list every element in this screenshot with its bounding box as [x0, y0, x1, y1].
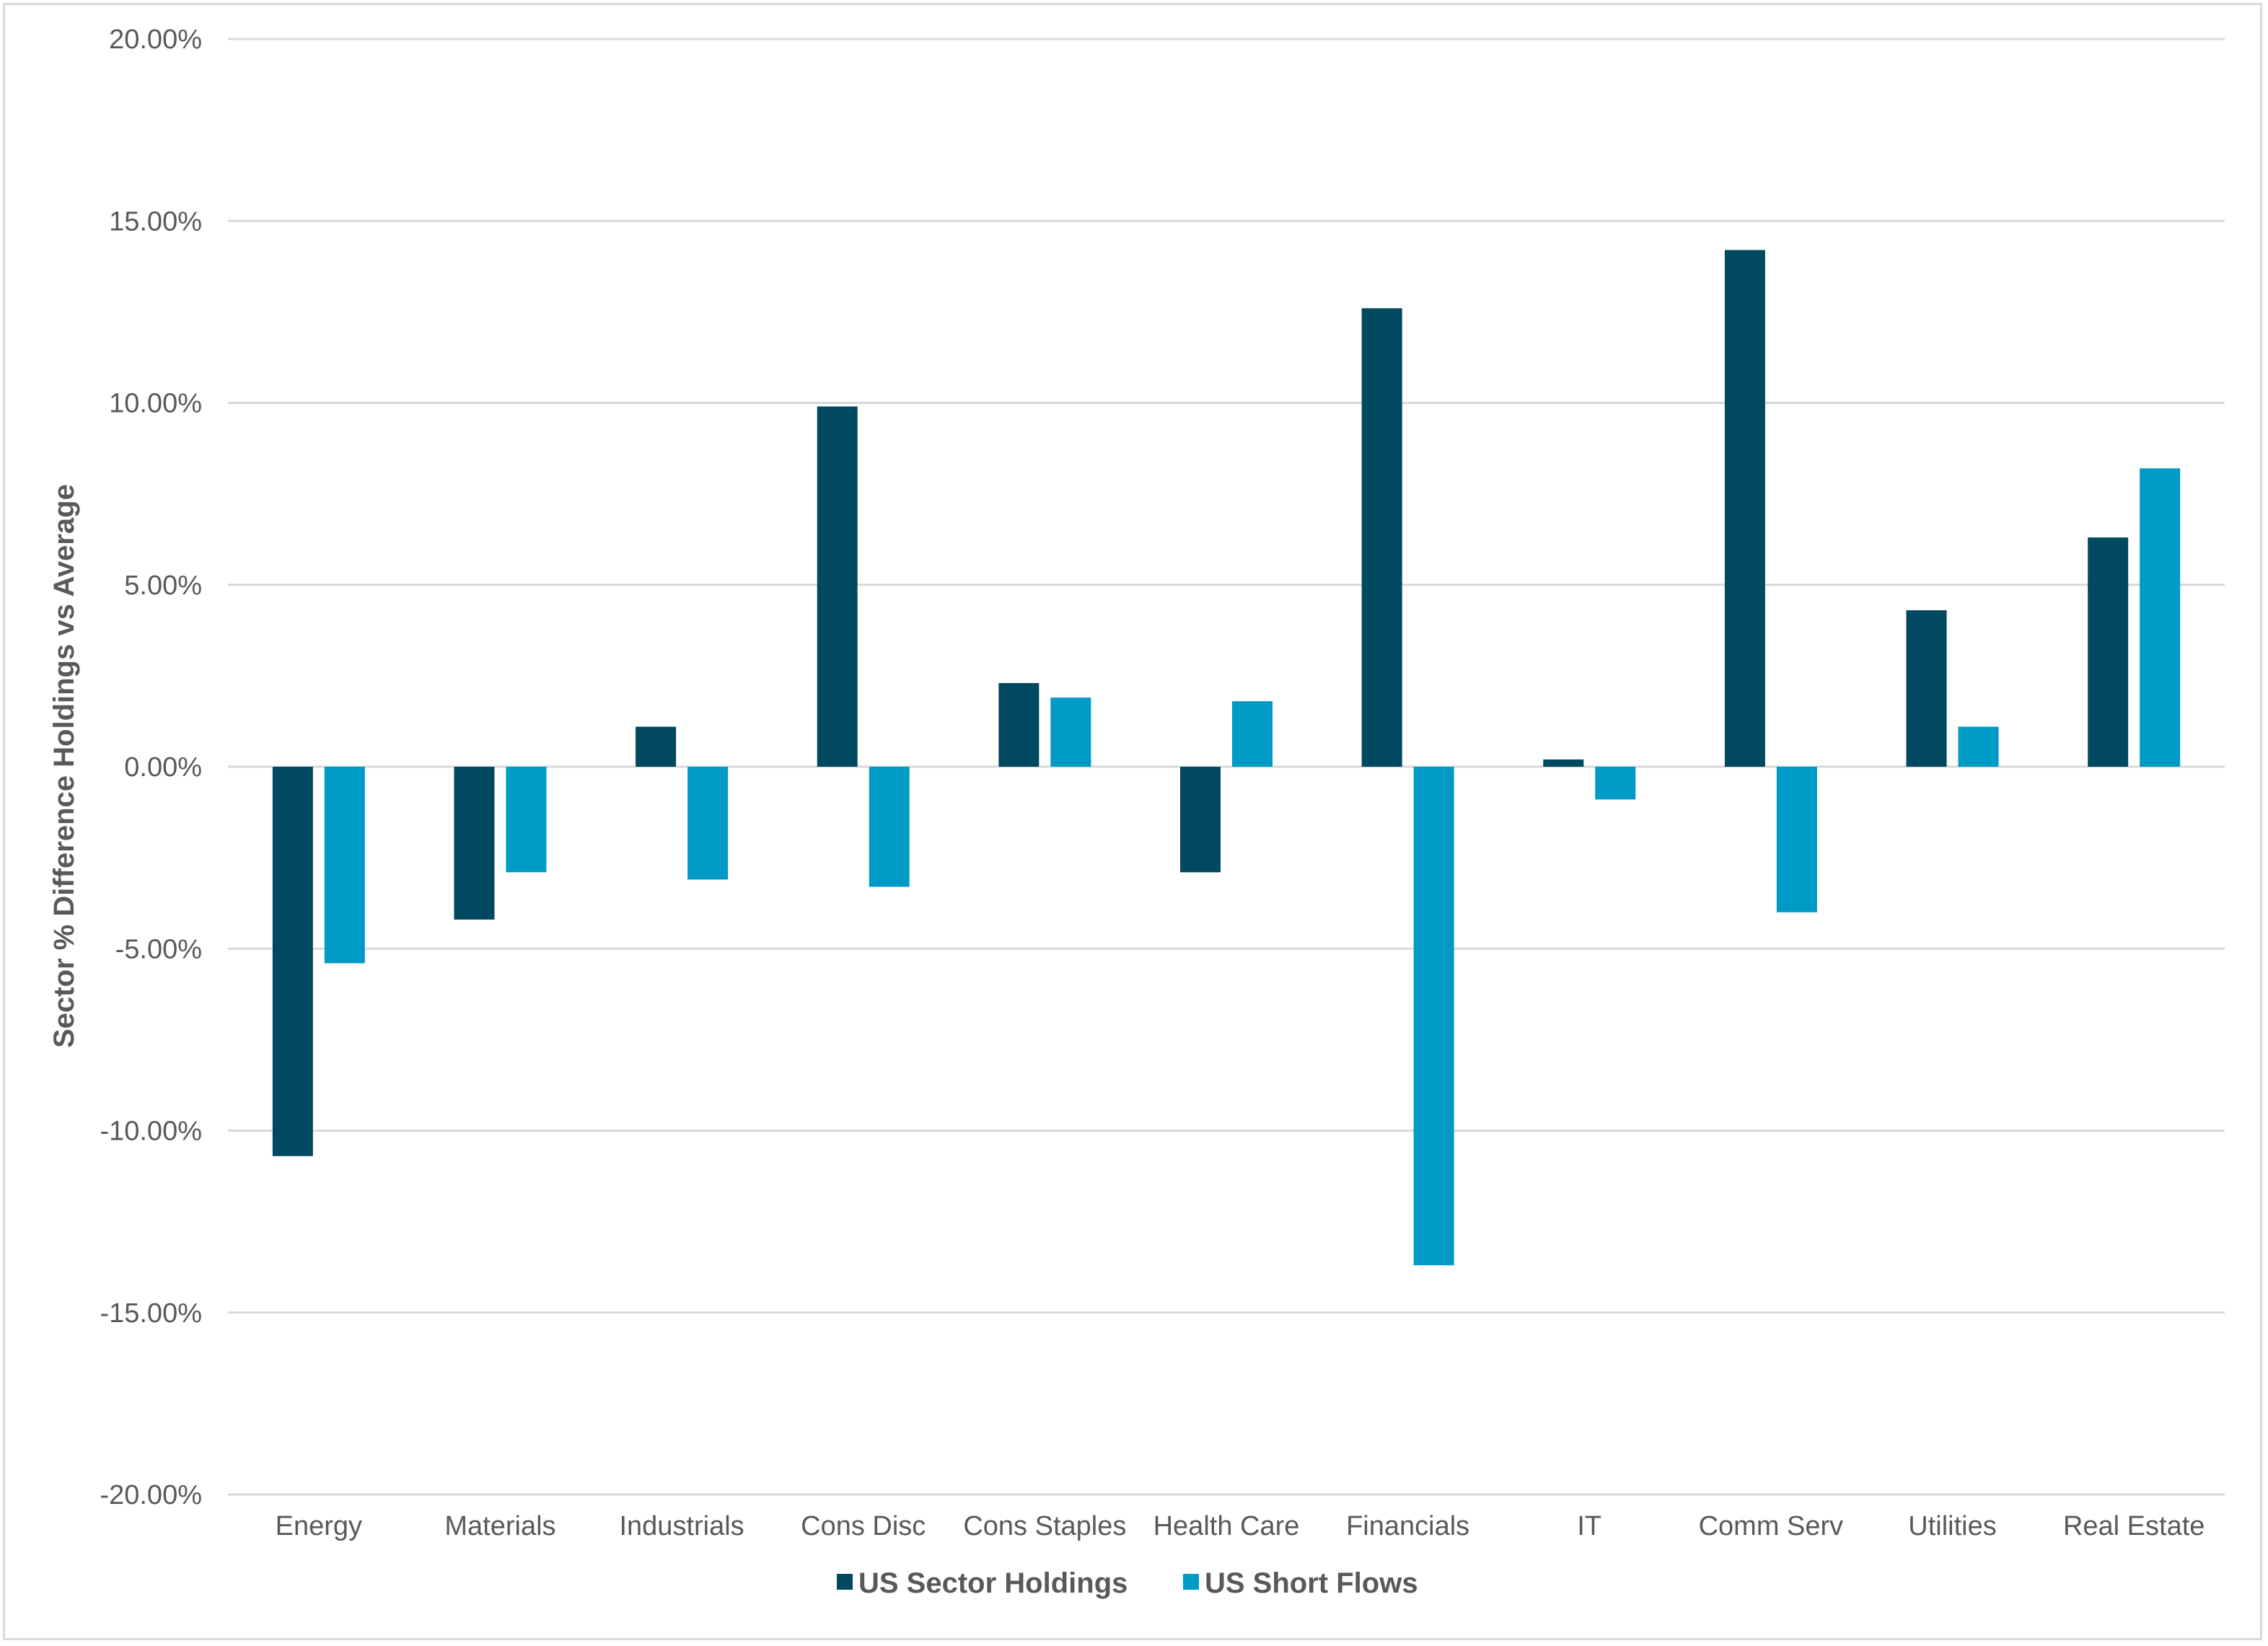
- y-tick-label: 20.00%: [109, 25, 202, 55]
- bar-holdings-comm-serv: [1724, 250, 1765, 767]
- legend-swatch: [1183, 1574, 1199, 1590]
- bar-holdings-it: [1543, 759, 1584, 767]
- x-category-label: Materials: [444, 1511, 555, 1541]
- bar-holdings-materials: [454, 767, 495, 920]
- bar-holdings-financials: [1361, 308, 1402, 767]
- bar-short-flows-industrials: [687, 767, 729, 880]
- y-tick-label: 10.00%: [109, 389, 202, 419]
- y-tick-label: -15.00%: [100, 1298, 202, 1329]
- bar-short-flows-cons-disc: [869, 767, 910, 887]
- y-tick-label: -10.00%: [100, 1117, 202, 1147]
- x-category-label: Cons Staples: [963, 1511, 1126, 1541]
- bar-holdings-cons-staples: [998, 682, 1040, 767]
- bar-short-flows-materials: [506, 767, 547, 873]
- bar-holdings-cons-disc: [817, 406, 858, 767]
- legend-label: US Sector Holdings: [858, 1567, 1128, 1599]
- bar-short-flows-comm-serv: [1776, 767, 1817, 912]
- bar-short-flows-energy: [324, 767, 365, 964]
- bar-short-flows-financials: [1413, 767, 1454, 1266]
- x-category-label: Comm Serv: [1699, 1511, 1844, 1541]
- gridlines: [228, 38, 2225, 1496]
- chart-frame: [3, 3, 2262, 1640]
- x-category-label: Energy: [276, 1511, 362, 1541]
- x-axis-categories: Energy Materials Industrials Cons Disc Cons …: [276, 1511, 2205, 1541]
- bar-short-flows-real-estate: [2140, 468, 2181, 767]
- legend-swatch: [837, 1574, 853, 1590]
- x-category-label: Cons Disc: [801, 1511, 926, 1541]
- y-axis-ticks: 20.00% 15.00% 10.00% 5.00% 0.00% -5.00% -10.00…: [100, 25, 202, 1510]
- bars: [272, 250, 2181, 1266]
- y-tick-label: -20.00%: [100, 1480, 202, 1510]
- x-category-label: Real Estate: [2063, 1511, 2205, 1541]
- bar-holdings-utilities: [1906, 610, 1947, 767]
- bar-short-flows-utilities: [1958, 726, 1999, 767]
- legend-label: US Short Flows: [1205, 1567, 1418, 1599]
- x-category-label: Industrials: [619, 1511, 744, 1541]
- x-category-label: Health Care: [1153, 1511, 1300, 1541]
- bar-short-flows-cons-staples: [1050, 697, 1091, 767]
- bar-short-flows-it: [1595, 767, 1636, 800]
- bar-holdings-health-care: [1180, 767, 1221, 873]
- bar-holdings-industrials: [636, 726, 677, 767]
- y-tick-label: -5.00%: [115, 934, 202, 964]
- legend: US Sector Holdings US Short Flows: [837, 1567, 1418, 1599]
- bar-holdings-energy: [272, 767, 313, 1156]
- y-axis-label: Sector % Difference Holdings vs Average: [48, 484, 80, 1048]
- y-tick-label: 5.00%: [124, 571, 202, 601]
- x-category-label: Utilities: [1908, 1511, 1996, 1541]
- x-category-label: IT: [1577, 1511, 1601, 1541]
- y-tick-label: 0.00%: [124, 752, 202, 783]
- bar-holdings-real-estate: [2088, 537, 2129, 767]
- bar-short-flows-health-care: [1232, 701, 1273, 767]
- x-category-label: Financials: [1346, 1511, 1469, 1541]
- y-tick-label: 15.00%: [109, 206, 202, 237]
